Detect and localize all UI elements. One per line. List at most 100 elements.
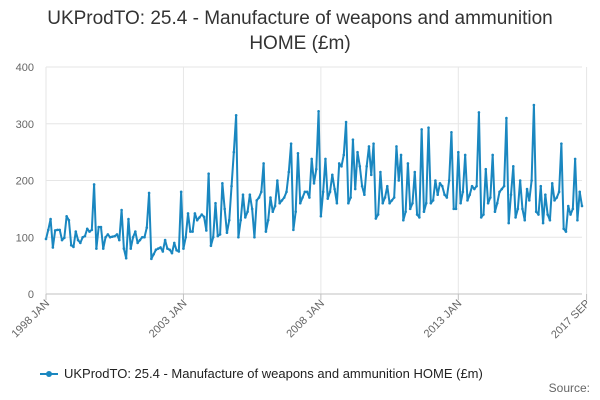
data-point[interactable] — [356, 150, 359, 154]
data-point[interactable] — [546, 213, 549, 216]
data-point[interactable] — [475, 184, 478, 188]
data-point[interactable] — [477, 111, 481, 114]
data-point[interactable] — [292, 228, 295, 232]
data-point[interactable] — [166, 247, 169, 250]
data-point[interactable] — [278, 201, 281, 205]
data-point[interactable] — [74, 230, 78, 233]
data-point[interactable] — [363, 193, 366, 196]
data-point[interactable] — [335, 201, 339, 205]
data-point[interactable] — [99, 225, 103, 229]
data-point[interactable] — [360, 184, 364, 188]
data-point[interactable] — [376, 213, 380, 216]
data-point[interactable] — [218, 233, 222, 236]
data-point[interactable] — [518, 179, 522, 182]
data-point[interactable] — [560, 142, 563, 145]
data-point[interactable] — [152, 252, 155, 256]
data-point[interactable] — [566, 204, 570, 208]
data-point[interactable] — [521, 207, 524, 211]
data-point[interactable] — [381, 201, 385, 205]
data-point[interactable] — [305, 190, 309, 194]
data-point[interactable] — [264, 230, 268, 233]
data-point[interactable] — [161, 250, 165, 253]
data-point[interactable] — [532, 103, 536, 107]
data-point[interactable] — [324, 157, 327, 161]
data-point[interactable] — [445, 196, 449, 199]
data-point[interactable] — [237, 235, 240, 239]
data-point[interactable] — [331, 173, 334, 177]
data-point[interactable] — [314, 167, 318, 171]
data-point[interactable] — [397, 179, 401, 182]
data-point[interactable] — [207, 172, 210, 175]
legend[interactable]: UKProdTO: 25.4 - Manufacture of weapons … — [40, 366, 483, 381]
data-point[interactable] — [342, 153, 346, 157]
data-point[interactable] — [427, 126, 430, 130]
data-point[interactable] — [367, 145, 371, 148]
data-point[interactable] — [127, 217, 130, 221]
data-point[interactable] — [429, 201, 433, 205]
data-point[interactable] — [255, 199, 259, 202]
data-point[interactable] — [486, 201, 490, 205]
data-point[interactable] — [422, 210, 426, 214]
data-point[interactable] — [67, 218, 71, 222]
data-point[interactable] — [76, 238, 80, 242]
data-point[interactable] — [525, 187, 529, 191]
data-point[interactable] — [131, 235, 135, 239]
data-point[interactable] — [108, 235, 112, 239]
data-point[interactable] — [136, 241, 139, 245]
data-point[interactable] — [200, 213, 204, 216]
data-point[interactable] — [262, 162, 265, 165]
data-point[interactable] — [507, 221, 511, 225]
data-point[interactable] — [257, 196, 261, 199]
data-point[interactable] — [239, 218, 243, 222]
data-point[interactable] — [523, 218, 527, 222]
data-point[interactable] — [516, 207, 520, 211]
data-point[interactable] — [440, 184, 444, 188]
data-point[interactable] — [124, 256, 128, 260]
data-point[interactable] — [463, 153, 467, 157]
data-point[interactable] — [349, 196, 352, 199]
data-point[interactable] — [232, 150, 236, 154]
data-point[interactable] — [147, 191, 151, 195]
data-point[interactable] — [402, 218, 405, 222]
data-point[interactable] — [351, 138, 355, 141]
data-point[interactable] — [193, 212, 197, 215]
data-point[interactable] — [234, 113, 238, 117]
data-point[interactable] — [399, 153, 403, 157]
data-point[interactable] — [470, 184, 474, 188]
data-point[interactable] — [285, 190, 288, 194]
data-point[interactable] — [46, 228, 50, 232]
data-point[interactable] — [179, 190, 183, 194]
data-point[interactable] — [51, 246, 55, 249]
data-point[interactable] — [557, 190, 561, 194]
data-point[interactable] — [250, 207, 254, 211]
data-point[interactable] — [129, 247, 133, 250]
data-point[interactable] — [170, 251, 174, 255]
data-point[interactable] — [312, 182, 316, 185]
data-point[interactable] — [534, 210, 538, 214]
data-point[interactable] — [140, 235, 144, 239]
data-point[interactable] — [408, 207, 412, 211]
data-point[interactable] — [111, 235, 114, 238]
data-point[interactable] — [83, 234, 87, 238]
data-point[interactable] — [385, 184, 389, 188]
data-point[interactable] — [280, 199, 284, 202]
data-point[interactable] — [308, 196, 311, 199]
data-point[interactable] — [145, 226, 149, 229]
data-point[interactable] — [156, 247, 160, 250]
data-point[interactable] — [198, 216, 201, 219]
data-point[interactable] — [502, 184, 506, 188]
data-point[interactable] — [44, 237, 48, 241]
data-point[interactable] — [321, 190, 325, 194]
data-point[interactable] — [104, 235, 107, 239]
data-point[interactable] — [333, 187, 336, 191]
data-point[interactable] — [230, 184, 233, 188]
data-point[interactable] — [65, 214, 68, 218]
data-point[interactable] — [326, 197, 330, 200]
data-point[interactable] — [113, 234, 117, 238]
data-point[interactable] — [319, 214, 323, 218]
data-point[interactable] — [365, 165, 368, 168]
data-point[interactable] — [548, 218, 552, 222]
data-point[interactable] — [101, 247, 105, 250]
data-point[interactable] — [58, 228, 62, 232]
data-point[interactable] — [457, 150, 460, 154]
